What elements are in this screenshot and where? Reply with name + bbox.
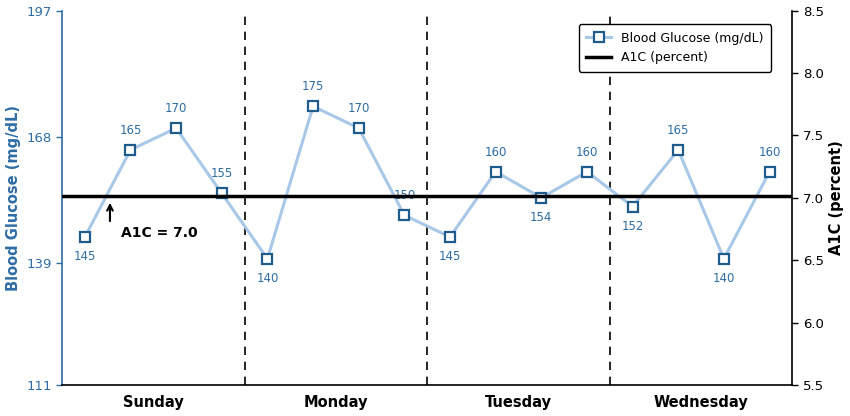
Legend: Blood Glucose (mg/dL), A1C (percent): Blood Glucose (mg/dL), A1C (percent) xyxy=(579,24,772,72)
Y-axis label: Blood Glucose (mg/dL): Blood Glucose (mg/dL) xyxy=(6,105,20,291)
Text: 160: 160 xyxy=(575,146,598,158)
Text: A1C = 7.0: A1C = 7.0 xyxy=(122,226,198,240)
Text: 160: 160 xyxy=(758,146,780,158)
Text: 165: 165 xyxy=(667,124,689,137)
Text: 154: 154 xyxy=(530,211,552,224)
Text: 170: 170 xyxy=(348,102,370,115)
Text: 145: 145 xyxy=(439,250,462,263)
Text: 165: 165 xyxy=(119,124,142,137)
Text: 170: 170 xyxy=(165,102,187,115)
Text: 152: 152 xyxy=(621,220,643,233)
Text: 140: 140 xyxy=(712,272,735,285)
Text: 160: 160 xyxy=(484,146,507,158)
Text: 175: 175 xyxy=(302,80,324,93)
Text: 155: 155 xyxy=(211,167,233,181)
Text: 145: 145 xyxy=(74,250,96,263)
Text: 140: 140 xyxy=(256,272,279,285)
Text: 150: 150 xyxy=(394,189,416,202)
Y-axis label: A1C (percent): A1C (percent) xyxy=(830,141,844,255)
